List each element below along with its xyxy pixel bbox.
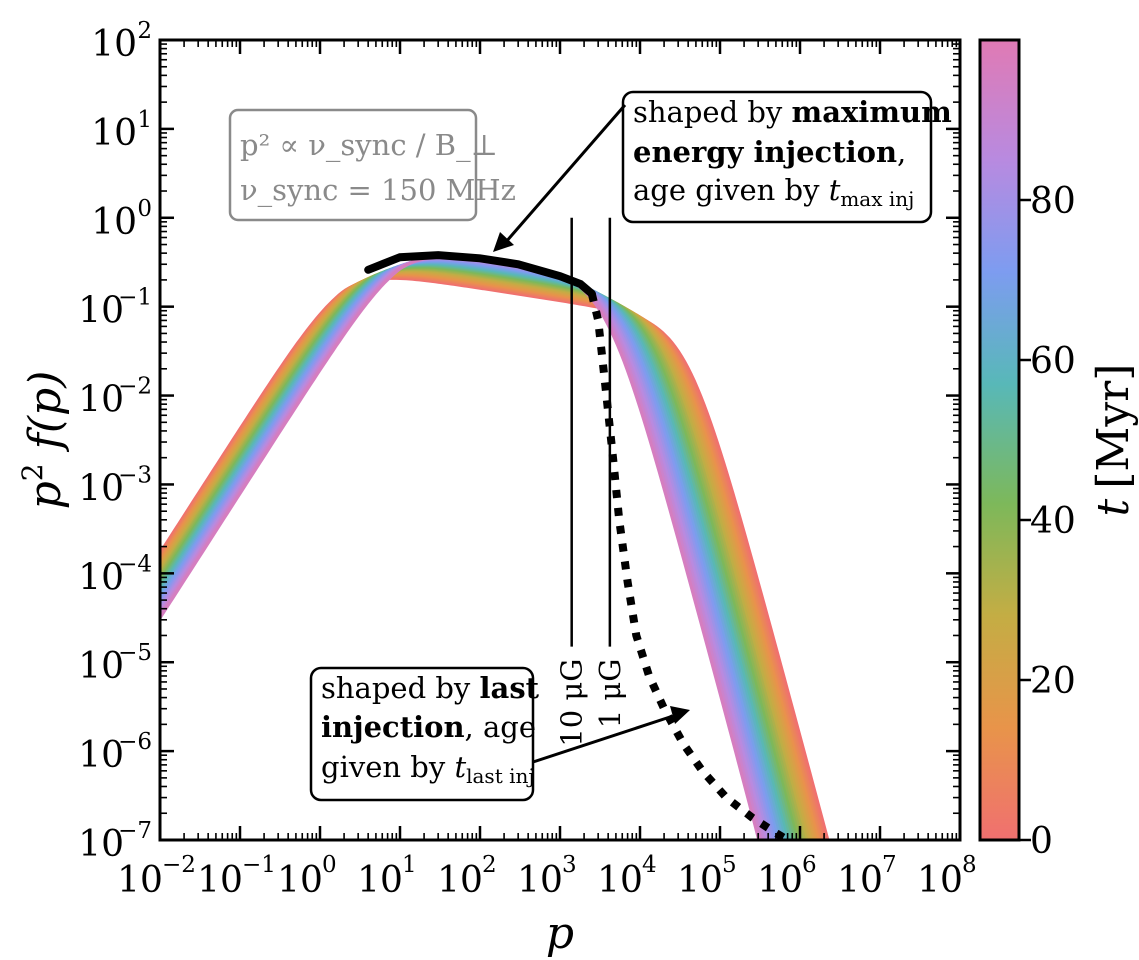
annotation-curves [364,251,790,840]
max-arrow-head [493,232,514,252]
y-tick-label: 10 [78,380,124,421]
x-tick-label: 10 [837,860,883,901]
last-box-line2: injection, age [321,710,536,744]
max-box-line2: energy injection, [633,135,906,169]
x-tick-label: 10 [757,860,803,901]
x-tick-exponent: 5 [722,852,737,878]
x-tick-exponent: 0 [322,852,337,878]
plot-frame [158,38,962,842]
x-tick-label: 10 [357,860,403,901]
y-tick-label: 10 [91,24,137,65]
x-tick-label: 10 [197,860,243,901]
x-tick-label: 10 [437,860,483,901]
max-injection-annotation: shaped by maximum energy injection, age … [621,90,952,224]
y-tick-exponent: −4 [118,551,152,577]
y-axis-label: p2 f(p) [16,371,71,510]
x-tick-exponent: −2 [162,852,196,878]
colorbar-gradient [978,38,1021,842]
colorbar-tick-label: 40 [1030,501,1076,542]
x-tick-label: 10 [917,860,963,901]
y-axis-label-sup: 2 [16,463,49,481]
y-axis-label-base: p [20,481,71,509]
y-tick-label: 10 [78,824,124,865]
grey-box-frame [228,108,478,222]
colorbar-tick-label: 0 [1030,821,1053,862]
grey-box-line2: ν_sync = 150 MHz [240,173,516,208]
field-lines: 10 μG 1 μG [555,217,627,747]
colorbar-tick-label: 60 [1030,341,1076,382]
y-tick-label: 10 [78,557,124,598]
field-line-label: 1 μG [593,659,627,729]
max-box-line3: age given by tmax inj [633,173,914,211]
x-axis-label: p [546,908,574,959]
y-tick-label: 10 [91,202,137,243]
colorbar: 0 20 40 60 80 t[Myr] [978,38,1139,862]
last-box-line3: given by tlast inj [321,750,535,788]
y-tick-exponent: 2 [137,18,152,44]
x-tick-exponent: 1 [402,852,417,878]
last-box-frame [309,666,535,802]
last-arrow-line [532,714,674,764]
y-tick-exponent: −2 [118,374,152,400]
y-tick-label: 10 [78,735,124,776]
last-arrow-head [670,706,690,724]
x-tick-label: 10 [677,860,723,901]
x-tick-exponent: −1 [242,852,276,878]
max-arrow-line [503,104,627,244]
y-tick-exponent: −5 [118,640,152,666]
y-tick-label: 10 [78,646,124,687]
y-tick-label: 10 [78,291,124,332]
max-box-line1: shaped by maximum [633,95,952,129]
x-tick-label: 10 [517,860,563,901]
x-tick-exponent: 3 [562,852,577,878]
x-tick-label: 10 [597,860,643,901]
max-box-frame [621,90,933,224]
x-tick-exponent: 4 [642,852,657,878]
last-injection-annotation: shaped by last injection, age given by t… [309,666,540,802]
y-tick-exponent: −1 [118,285,152,311]
y-tick-exponent: 0 [137,196,152,222]
x-tick-exponent: 8 [962,852,977,878]
y-axis-label-rest: f(p) [20,371,71,464]
y-tick-exponent: −7 [118,818,152,844]
x-tick-label: 10 [117,860,163,901]
colorbar-tick-label: 80 [1030,181,1076,222]
x-tick-label: 10 [277,860,323,901]
x-tick-exponent: 6 [802,852,817,878]
y-tick-exponent: −6 [118,729,152,755]
x-tick-exponent: 2 [482,852,497,878]
colorbar-ticks: 0 20 40 60 80 [1019,181,1076,862]
colorbar-label: t[Myr] [1088,364,1139,517]
x-tick-exponent: 7 [882,852,897,878]
y-tick-exponent: 1 [137,107,152,133]
grey-annotation-box: p² ∝ ν_sync / B_⊥ ν_sync = 150 MHz [228,108,516,222]
last-box-line1: shaped by last [321,671,540,705]
y-tick-exponent: −3 [118,462,152,488]
y-tick-label: 10 [78,468,124,509]
colorbar-tick-label: 20 [1030,661,1076,702]
max-injection-curve [364,251,596,298]
y-tick-label: 10 [91,113,137,154]
grey-box-line1: p² ∝ ν_sync / B_⊥ [240,128,498,163]
axis-tick-labels: 10 −2 10 −1 10 0 10 1 10 2 10 3 10 4 10 5 10 6 10 7 10 8−710−… [78,18,976,901]
field-line-label: 10 μG [555,659,589,747]
